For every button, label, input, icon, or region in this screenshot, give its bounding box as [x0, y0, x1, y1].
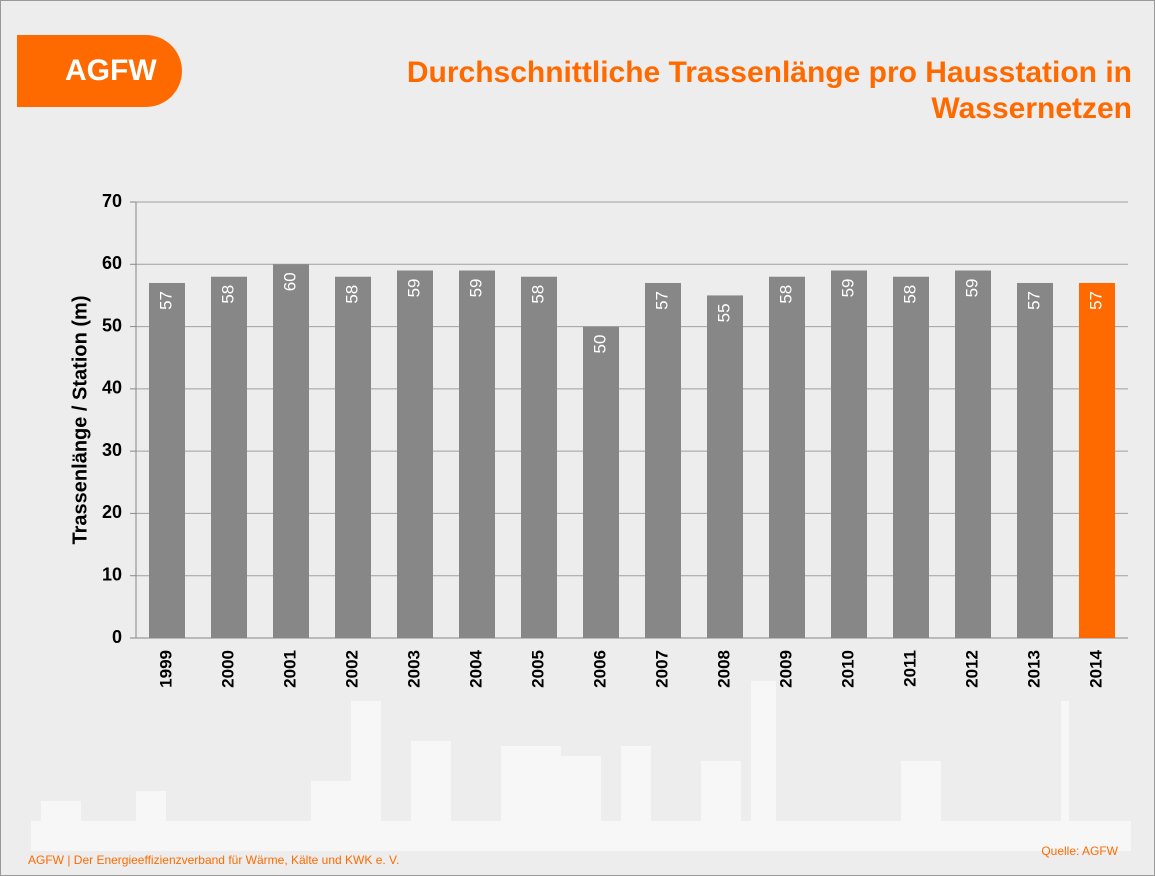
value-label: 58 — [218, 285, 237, 304]
x-tick-label: 2000 — [218, 650, 237, 688]
value-label: 59 — [404, 279, 423, 298]
bar — [769, 276, 805, 638]
bar — [335, 276, 371, 638]
x-tick-label: 2006 — [590, 650, 609, 688]
value-label: 58 — [776, 285, 795, 304]
x-tick-label: 2003 — [404, 650, 423, 688]
value-label: 57 — [1086, 291, 1105, 310]
value-label: 57 — [1024, 291, 1043, 310]
value-label: 50 — [590, 335, 609, 354]
chart-title: Durchschnittliche Trassenlänge pro Hauss… — [406, 56, 1132, 125]
bar — [583, 326, 619, 638]
source: Quelle: AGFW — [1041, 844, 1118, 858]
y-tick-label: 10 — [102, 564, 122, 584]
value-label: 58 — [342, 285, 361, 304]
bar — [459, 270, 495, 638]
bar — [893, 276, 929, 638]
value-label: 59 — [466, 279, 485, 298]
x-tick-label: 2001 — [280, 650, 299, 688]
bar — [149, 282, 185, 638]
y-tick-label: 0 — [112, 627, 122, 647]
footer: AGFW | Der Energieeffizienzverband für W… — [28, 853, 400, 867]
x-tick-label: 2004 — [466, 649, 485, 687]
bar — [645, 282, 681, 638]
y-axis-title: Trassenlänge / Station (m) — [69, 296, 91, 545]
bar — [273, 264, 309, 638]
logo: AGFW — [17, 35, 182, 107]
x-tick-label: 2012 — [962, 650, 981, 688]
value-label: 60 — [280, 272, 299, 291]
y-tick-label: 20 — [102, 502, 122, 522]
x-tick-label: 2005 — [528, 650, 547, 688]
value-label: 59 — [962, 279, 981, 298]
value-label: 57 — [652, 291, 671, 310]
y-tick-label: 70 — [102, 191, 122, 211]
value-label: 57 — [156, 291, 175, 310]
y-tick-label: 30 — [102, 440, 122, 460]
bar — [211, 276, 247, 638]
value-label: 55 — [714, 303, 733, 322]
value-label: 58 — [528, 285, 547, 304]
x-tick-label: 2009 — [776, 650, 795, 688]
x-tick-label: 2013 — [1024, 650, 1043, 688]
x-tick-label: 1999 — [156, 650, 175, 688]
x-tick-label: 2011 — [900, 650, 919, 687]
bar — [397, 270, 433, 638]
value-label: 58 — [900, 285, 919, 304]
x-tick-label: 2014 — [1086, 649, 1105, 687]
bar — [707, 295, 743, 638]
value-label: 59 — [838, 279, 857, 298]
bar — [521, 276, 557, 638]
bar — [1017, 282, 1053, 638]
y-tick-label: 40 — [102, 378, 122, 398]
bar — [1079, 282, 1115, 638]
x-tick-label: 2002 — [342, 650, 361, 688]
x-tick-label: 2007 — [652, 650, 671, 688]
x-tick-label: 2008 — [714, 650, 733, 688]
bar — [955, 270, 991, 638]
y-tick-label: 50 — [102, 315, 122, 335]
y-tick-label: 60 — [102, 253, 122, 273]
bar — [831, 270, 867, 638]
x-tick-label: 2010 — [838, 650, 857, 688]
